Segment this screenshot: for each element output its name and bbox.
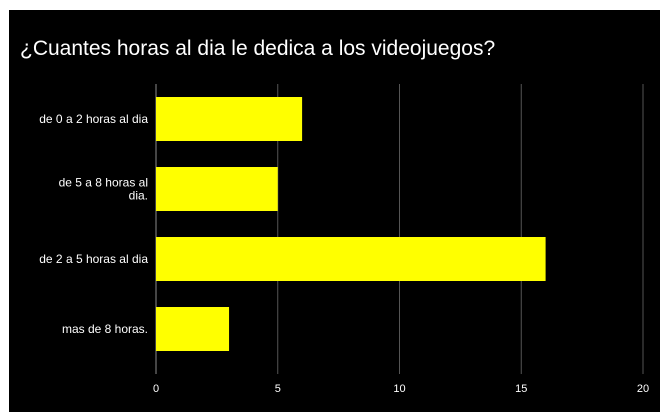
category-labels: de 0 a 2 horas al dia de 5 a 8 horas al di…	[39, 112, 148, 336]
bar-2	[156, 237, 546, 281]
category-label-1: de 5 a 8 horas al dia.	[59, 176, 148, 203]
category-label-line: de 0 a 2 horas al dia	[39, 112, 148, 126]
category-label-line: de 5 a 8 horas al	[59, 176, 148, 190]
x-tick-label-15: 15	[515, 383, 527, 395]
x-tick-labels: 0 5 10 15 20	[153, 383, 649, 395]
x-tick-label-10: 10	[393, 383, 405, 395]
category-label-2: de 2 a 5 horas al dia	[39, 252, 148, 266]
bar-chart: ¿Cuantes horas al dia le dedica a los vi…	[9, 10, 660, 412]
bar-0	[156, 97, 303, 141]
chart-container: ¿Cuantes horas al dia le dedica a los vi…	[9, 10, 660, 412]
bar-1	[156, 167, 278, 211]
x-tick-label-0: 0	[153, 383, 159, 395]
category-label-line: mas de 8 horas.	[62, 322, 148, 336]
category-label-line: dia.	[129, 189, 148, 203]
category-label-line: de 2 a 5 horas al dia	[39, 252, 148, 266]
chart-title: ¿Cuantes horas al dia le dedica a los vi…	[20, 37, 495, 60]
category-label-3: mas de 8 horas.	[62, 322, 148, 336]
category-label-0: de 0 a 2 horas al dia	[39, 112, 148, 126]
x-tick-label-20: 20	[637, 383, 649, 395]
x-tick-label-5: 5	[275, 383, 281, 395]
chart-background	[9, 10, 660, 412]
bars	[156, 97, 546, 351]
bar-3	[156, 307, 230, 351]
